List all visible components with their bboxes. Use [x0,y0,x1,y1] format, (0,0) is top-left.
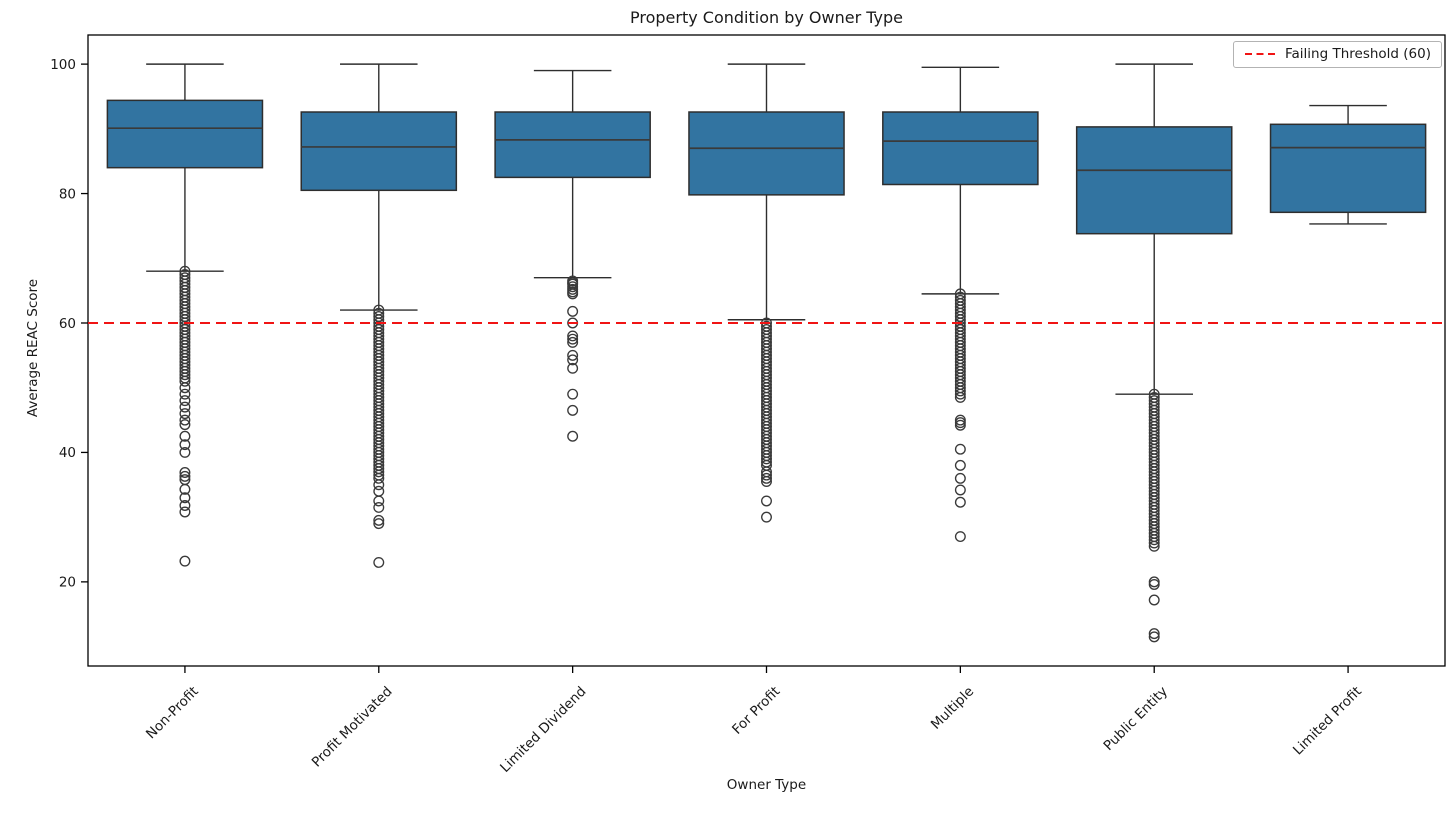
outlier-point [373,495,385,507]
outlier-point [954,443,966,455]
outlier-point [567,354,579,366]
outlier-point [1148,578,1160,590]
outlier-point [179,408,191,420]
outlier-point [954,388,966,400]
outlier-point [179,439,191,451]
x-tick-label: For Profit [729,684,783,738]
outlier-point [373,479,385,491]
outlier-point [954,391,966,403]
outlier-point [1148,540,1160,552]
outlier-point [567,333,579,345]
outlier-point [761,511,772,523]
outlier-point [179,446,191,458]
outlier-point [179,401,191,413]
outlier-point [373,518,385,530]
y-tick-label: 40 [59,445,76,461]
outlier-point [567,349,579,361]
x-axis-label: Owner Type [726,777,807,793]
outlier-point [179,430,191,442]
y-tick-label: 20 [59,575,76,591]
outlier-point [761,476,772,488]
x-tick-label: Limited Profit [1290,684,1365,759]
outlier-point [373,556,385,568]
outlier-point [1148,534,1160,546]
outlier-point [567,336,579,348]
y-tick-label: 100 [50,57,76,73]
legend-dash-icon [1244,53,1275,55]
outlier-point [179,555,191,567]
outlier-point [179,467,191,478]
outlier-point [567,305,579,317]
outlier-point [761,469,772,481]
outlier-point [179,500,191,511]
y-tick-label: 60 [59,316,76,332]
legend: Failing Threshold (60) [1232,41,1442,68]
outlier-point [373,485,385,497]
outlier-point [954,459,966,471]
outlier-point [567,388,579,400]
outlier-point [567,362,579,374]
outlier-point [567,430,579,442]
outlier-point [179,369,191,381]
x-tick-label: Public Entity [1101,684,1171,754]
outlier-point [179,483,191,495]
outlier-point [567,288,579,300]
outlier-point [373,466,385,478]
outlier-point [179,470,191,482]
outlier-point [373,472,385,484]
outlier-point [373,514,385,526]
outlier-point [1148,628,1160,640]
outlier-point [567,330,579,342]
box [1269,123,1427,214]
outlier-point [373,501,385,513]
outlier-point [1148,594,1160,606]
outlier-point [179,395,191,407]
x-tick-label: Limited Dividend [497,684,589,776]
box [106,99,264,169]
outlier-point [954,484,966,496]
x-tick-label: Profit Motivated [309,684,396,771]
outlier-point [954,472,966,484]
outlier-point [954,419,966,431]
outlier-point [1148,631,1160,643]
outlier-point [954,496,966,508]
outlier-point [761,472,772,484]
box [494,111,651,179]
outlier-point [179,382,191,394]
outlier-point [179,419,191,431]
outlier-point [954,385,966,397]
chart-title: Property Condition by Owner Type [629,8,903,27]
x-tick-label: Non-Profit [143,684,202,743]
x-tick-label: Multiple [928,684,977,733]
legend-label: Failing Threshold (60) [1284,46,1431,62]
box [300,111,458,192]
box [882,111,1039,186]
y-axis-label: Average REAC Score [25,278,41,418]
y-tick-label: 80 [59,186,76,202]
outlier-point [761,453,772,465]
outlier-point [567,404,579,416]
outlier-point [954,531,966,543]
outlier-point [179,506,191,518]
outlier-point [179,375,191,387]
outlier-point [761,495,772,507]
box [1075,126,1233,235]
outlier-point [179,492,191,504]
box [688,111,845,196]
outlier-point [179,388,191,400]
outlier-point [179,414,191,426]
outlier-point [1148,537,1160,549]
